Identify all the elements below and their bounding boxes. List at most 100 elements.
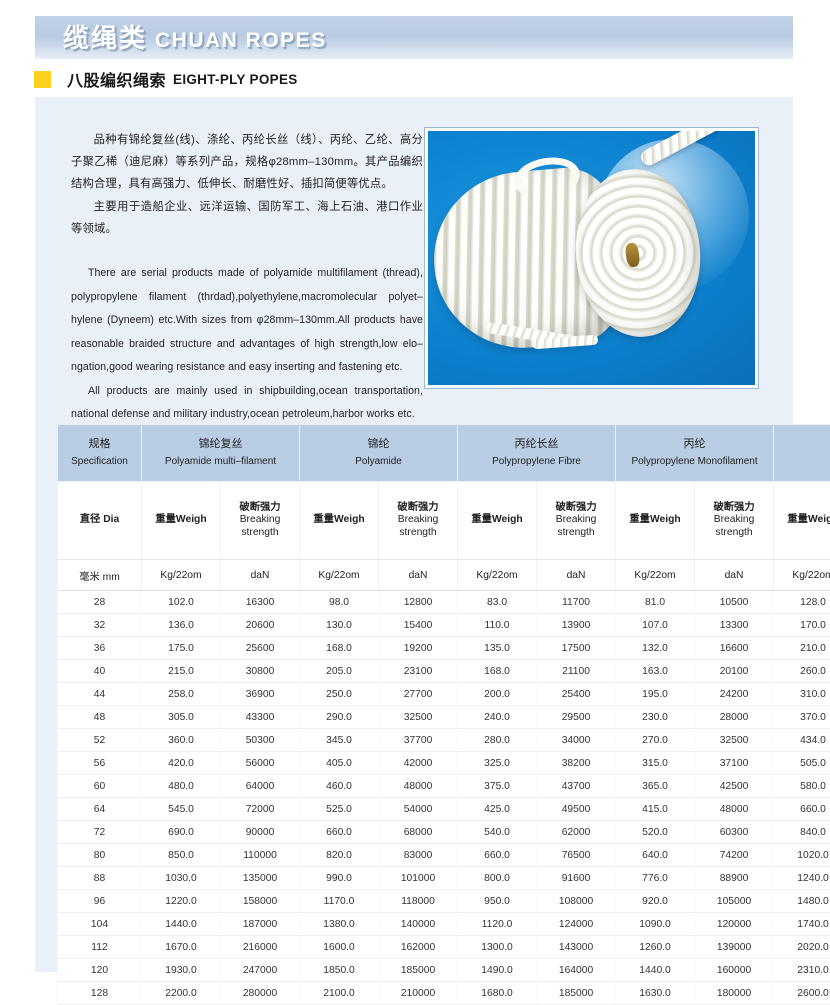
cell-value: 19200: [379, 637, 458, 660]
cell-diameter: 44: [58, 683, 142, 706]
cell-value: 415.0: [616, 798, 695, 821]
cell-diameter: 72: [58, 821, 142, 844]
cell-value: 480.0: [142, 775, 221, 798]
cell-diameter: 60: [58, 775, 142, 798]
cell-value: 850.0: [142, 844, 221, 867]
cell-value: 62000: [537, 821, 616, 844]
description-en-paragraph-2: All products are mainly used in shipbuil…: [71, 380, 423, 427]
group-header-cn: 丙纶: [618, 437, 771, 452]
cell-value: 990.0: [300, 867, 379, 890]
category-banner: 缆绳类 CHUAN ROPES: [35, 16, 793, 59]
cell-value: 48000: [695, 798, 774, 821]
cell-value: 216000: [221, 936, 300, 959]
cell-diameter: 36: [58, 637, 142, 660]
description-cn-paragraph-2: 主要用于造船企业、远洋运输、国防军工、海上石油、港口作业等领域。: [71, 196, 423, 240]
sub-header-cn: 重量Weigh: [617, 514, 693, 527]
cell-value: 270.0: [616, 729, 695, 752]
cell-value: 640.0: [616, 844, 695, 867]
cell-value: 34000: [537, 729, 616, 752]
table-unit-cell-8: daN: [695, 560, 774, 591]
cell-value: 128.0: [774, 591, 830, 614]
cell-value: 375.0: [458, 775, 537, 798]
cell-diameter: 80: [58, 844, 142, 867]
cell-value: 24200: [695, 683, 774, 706]
sub-header-cn: 破断强力: [380, 502, 456, 515]
sub-header-cn: 直径 Dia: [59, 514, 140, 527]
cell-value: 305.0: [142, 706, 221, 729]
cell-value: 230.0: [616, 706, 695, 729]
cell-value: 15400: [379, 614, 458, 637]
cell-value: 1090.0: [616, 913, 695, 936]
cell-value: 1480.0: [774, 890, 830, 913]
cell-value: 29500: [537, 706, 616, 729]
table-group-header-5: 涤纶Polyester: [774, 425, 830, 482]
cell-value: 260.0: [774, 660, 830, 683]
cell-value: 290.0: [300, 706, 379, 729]
cell-value: 25600: [221, 637, 300, 660]
cell-value: 2100.0: [300, 982, 379, 1005]
cell-diameter: 88: [58, 867, 142, 890]
group-header-en: Specification: [60, 454, 139, 469]
cell-value: 345.0: [300, 729, 379, 752]
cell-value: 42000: [379, 752, 458, 775]
cell-value: 1120.0: [458, 913, 537, 936]
cell-value: 91600: [537, 867, 616, 890]
cell-value: 37700: [379, 729, 458, 752]
cell-value: 43300: [221, 706, 300, 729]
cell-value: 164000: [537, 959, 616, 982]
cell-value: 1850.0: [300, 959, 379, 982]
cell-value: 168.0: [458, 660, 537, 683]
cell-value: 20100: [695, 660, 774, 683]
cell-value: 168.0: [300, 637, 379, 660]
cell-value: 162000: [379, 936, 458, 959]
cell-diameter: 128: [58, 982, 142, 1005]
group-header-en: Polypropylene Fibre: [460, 454, 613, 469]
cell-value: 505.0: [774, 752, 830, 775]
cell-value: 1630.0: [616, 982, 695, 1005]
cell-value: 130.0: [300, 614, 379, 637]
sub-header-cn: 重量Weigh: [459, 514, 535, 527]
cell-value: 434.0: [774, 729, 830, 752]
cell-value: 950.0: [458, 890, 537, 913]
group-header-en: Polyester: [776, 454, 830, 469]
cell-value: 38200: [537, 752, 616, 775]
sub-header-cn: 重量Weigh: [301, 514, 377, 527]
cell-value: 56000: [221, 752, 300, 775]
table-unit-cell-9: Kg/22om: [774, 560, 830, 591]
cell-value: 840.0: [774, 821, 830, 844]
cell-value: 425.0: [458, 798, 537, 821]
group-header-cn: 规格: [60, 437, 139, 452]
cell-value: 1680.0: [458, 982, 537, 1005]
cell-value: 135.0: [458, 637, 537, 660]
cell-value: 200.0: [458, 683, 537, 706]
cell-value: 185000: [379, 959, 458, 982]
cell-value: 140000: [379, 913, 458, 936]
cell-value: 1740.0: [774, 913, 830, 936]
cell-value: 110000: [221, 844, 300, 867]
cell-value: 27700: [379, 683, 458, 706]
cell-diameter: 104: [58, 913, 142, 936]
cell-value: 50300: [221, 729, 300, 752]
category-title-cn: 缆绳类: [63, 18, 147, 55]
cell-value: 1440.0: [616, 959, 695, 982]
cell-value: 74200: [695, 844, 774, 867]
cell-diameter: 120: [58, 959, 142, 982]
cell-value: 776.0: [616, 867, 695, 890]
sub-header-cn: 破断强力: [222, 502, 298, 515]
cell-value: 108000: [537, 890, 616, 913]
